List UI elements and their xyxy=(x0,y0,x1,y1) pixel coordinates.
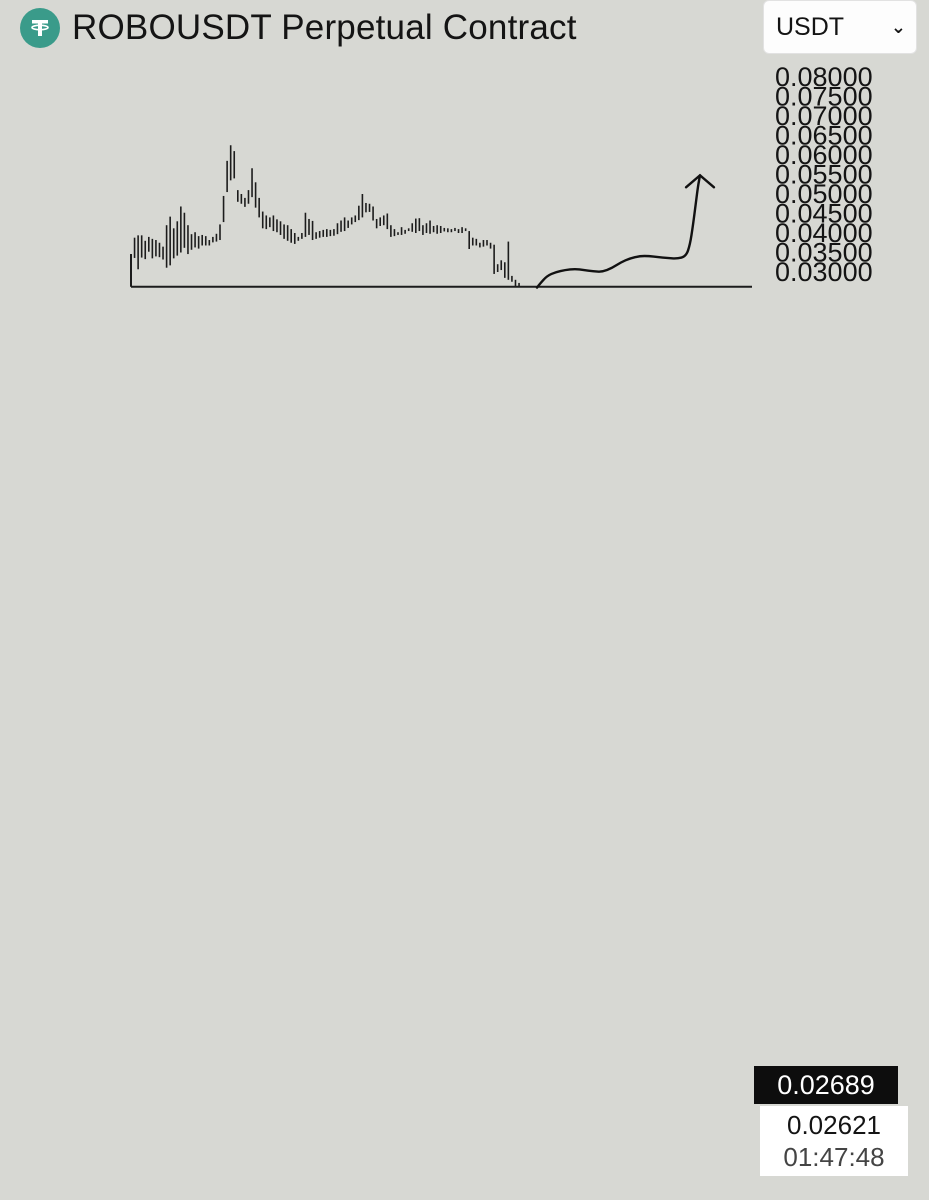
arrowhead-icon xyxy=(684,173,716,189)
last-price-badge: 0.02689 xyxy=(754,1066,898,1104)
price-level-badge: 0.02621 01:47:48 xyxy=(760,1106,908,1176)
y-tick-label: 0.08000 xyxy=(775,62,873,92)
y-tick-label: 0.05500 xyxy=(775,160,873,190)
candle-countdown: 01:47:48 xyxy=(783,1142,885,1172)
candle-series xyxy=(130,145,520,287)
page-title: ROBOUSDT Perpetual Contract xyxy=(72,8,577,47)
tether-icon xyxy=(20,8,60,48)
y-tick-label: 0.07000 xyxy=(775,101,873,131)
y-tick-label: 0.07500 xyxy=(775,82,873,112)
currency-select-value: USDT xyxy=(776,12,845,41)
y-tick-label: 0.03000 xyxy=(775,257,873,287)
y-tick-label: 0.04000 xyxy=(775,218,873,248)
tether-glyph xyxy=(31,20,49,36)
y-tick-label: 0.05000 xyxy=(775,179,873,209)
price-level-value: 0.02621 xyxy=(787,1110,881,1140)
y-tick-label: 0.03500 xyxy=(775,238,873,268)
drawn-projection-curve xyxy=(535,173,716,289)
y-axis-ticks: 0.080000.075000.070000.065000.060000.055… xyxy=(775,62,873,287)
y-tick-label: 0.06500 xyxy=(775,121,873,151)
header: ROBOUSDT Perpetual Contract xyxy=(20,6,577,50)
y-tick-label: 0.06000 xyxy=(775,140,873,170)
y-tick-label: 0.04500 xyxy=(775,199,873,229)
currency-select[interactable]: USDT ⌄ xyxy=(763,0,917,54)
chevron-down-icon: ⌄ xyxy=(890,16,906,37)
reference-line-group xyxy=(130,254,752,288)
projection-curve-line xyxy=(535,174,702,289)
